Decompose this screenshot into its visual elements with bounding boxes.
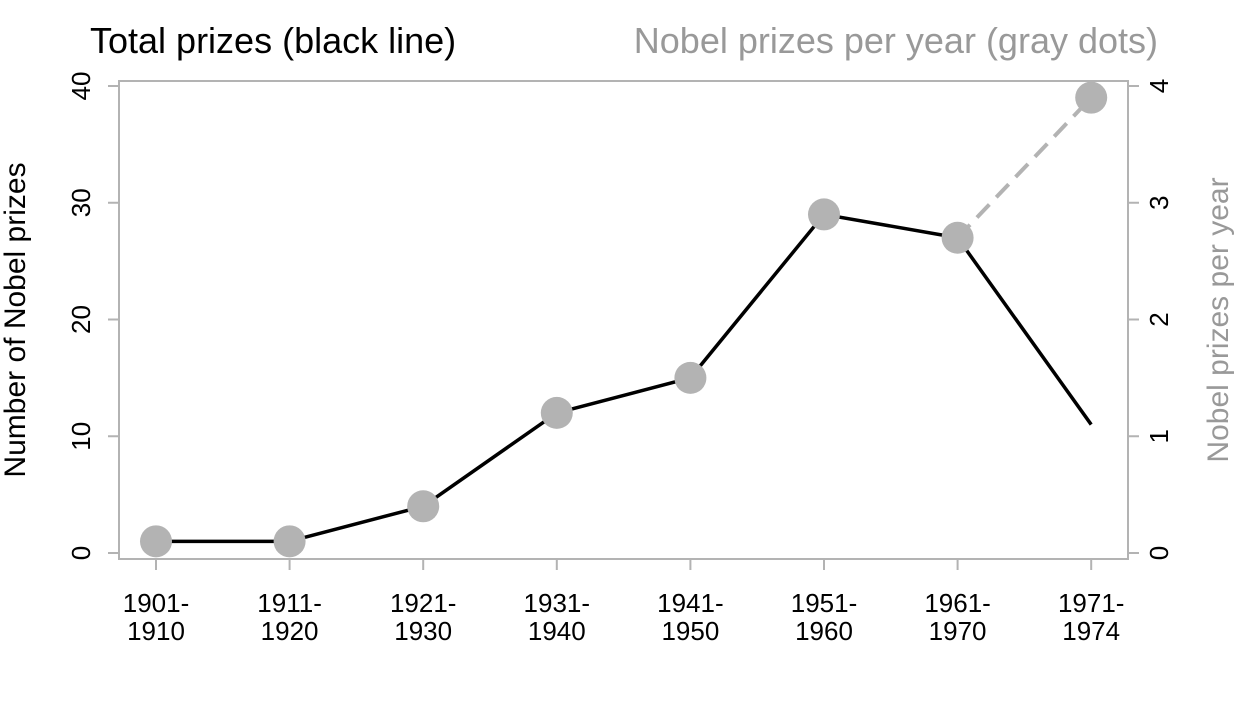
y2-tick-label: 1 (1144, 429, 1174, 443)
y2-tick-label: 4 (1144, 79, 1174, 93)
chart-title-left: Total prizes (black line) (90, 20, 456, 61)
left-axis-ticks: 0 10 20 30 40 (66, 72, 119, 560)
y2-tick-label: 3 (1144, 196, 1174, 210)
x-tick-label: 1920 (261, 616, 319, 646)
per-year-dot (407, 490, 440, 523)
y2-tick-label: 2 (1144, 312, 1174, 326)
x-axis-ticks: 1901-1910 1911-1920 1921-1930 1931-1940 1941… (123, 559, 1125, 646)
per-year-dot (140, 525, 172, 558)
per-year-dot (1075, 81, 1108, 114)
x-tick-label: 1961- (924, 588, 991, 618)
x-tick-label: 1974 (1062, 616, 1120, 646)
per-year-dot (273, 525, 306, 558)
x-tick-label: 1941- (657, 588, 724, 618)
y2-axis-label: Nobel prizes per year (1202, 177, 1235, 462)
x-tick-label: 1960 (795, 616, 853, 646)
per-year-dashed-line (956, 96, 1093, 240)
x-tick-label: 1951- (791, 588, 858, 618)
right-axis-ticks: 0 1 2 3 4 (1128, 79, 1174, 560)
x-tick-label: 1921- (390, 588, 457, 618)
y-axis-label: Number of Nobel prizes (0, 162, 32, 477)
per-year-dot (808, 198, 840, 231)
y-tick-label: 40 (66, 72, 96, 101)
x-tick-label: 1950 (661, 616, 719, 646)
x-tick-label: 1931- (524, 588, 591, 618)
x-tick-label: 1971- (1058, 588, 1125, 618)
per-year-dot (941, 221, 974, 254)
x-tick-label: 1970 (929, 616, 987, 646)
x-tick-label: 1930 (394, 616, 452, 646)
x-tick-label: 1901- (123, 588, 190, 618)
per-year-dot (674, 361, 707, 394)
per-year-dot (540, 396, 573, 429)
x-tick-label: 1911- (257, 588, 322, 618)
series-layer (140, 81, 1108, 558)
total-prizes-line (156, 212, 1093, 544)
y-tick-label: 30 (66, 188, 96, 217)
x-tick-label: 1940 (528, 616, 586, 646)
y-tick-label: 0 (66, 546, 96, 560)
y2-tick-label: 0 (1144, 546, 1174, 560)
chart-title-right: Nobel prizes per year (gray dots) (634, 20, 1158, 61)
x-tick-label: 1910 (127, 616, 185, 646)
plot-frame (118, 80, 1129, 560)
y-tick-label: 20 (66, 305, 96, 334)
y-tick-label: 10 (66, 422, 96, 451)
